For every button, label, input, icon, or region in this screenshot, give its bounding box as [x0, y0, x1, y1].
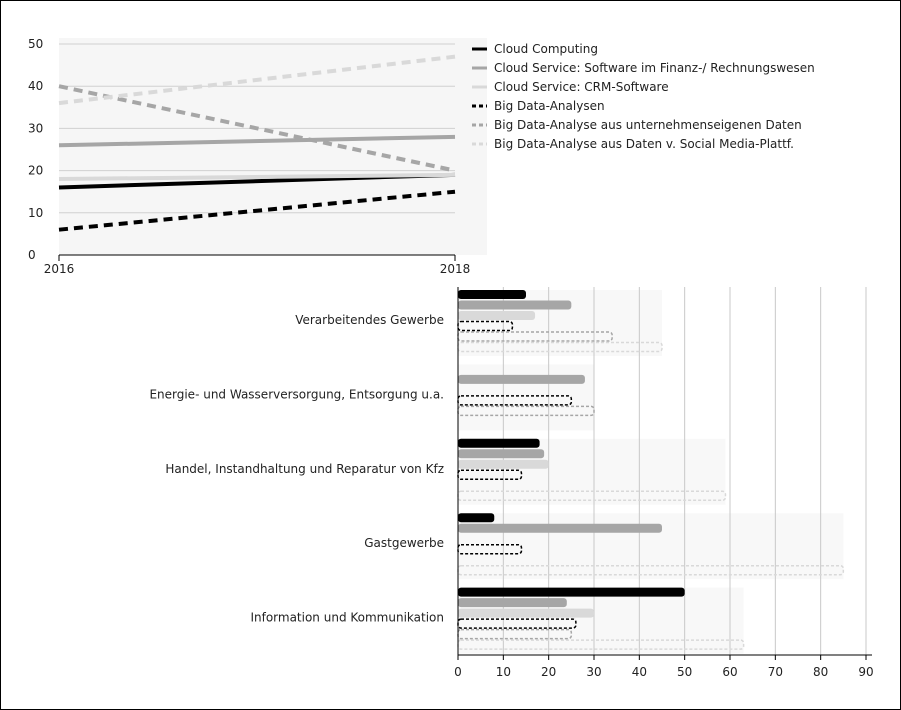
bar-category-label: Gastgewerbe [364, 536, 444, 550]
category-background [458, 587, 744, 654]
line-y-tick-label: 30 [28, 121, 43, 135]
bar-3-1 [458, 311, 536, 320]
bar-chart: Verarbeitendes Gewerbe Energie- und Wasse… [149, 287, 874, 679]
bar-x-tick-label: 90 [858, 665, 873, 679]
bar-2-2 [458, 374, 585, 384]
bar-1-5 [458, 587, 685, 597]
legend-label: Cloud Computing [494, 42, 598, 56]
legend-label: Cloud Service: Software im Finanz-/ Rech… [494, 61, 815, 75]
bar-category-label: Information und Kommunikation [250, 611, 444, 625]
bar-x-tick-label: 30 [586, 665, 601, 679]
legend-label: Big Data-Analyse aus unternehmenseigenen… [494, 118, 802, 132]
bar-category-label: Handel, Instandhaltung und Reparatur von… [165, 462, 444, 476]
bar-x-tick-label: 20 [541, 665, 556, 679]
bar-x-tick-label: 10 [496, 665, 511, 679]
bar-x-tick-label: 80 [813, 665, 828, 679]
bar-1-4 [458, 513, 495, 523]
legend-label: Big Data-Analysen [494, 99, 605, 113]
line-series-4 [58, 189, 456, 232]
bar-2-5 [458, 598, 567, 608]
bar-category-label: Energie- und Wasserversorgung, Entsorgun… [149, 387, 444, 401]
bar-2-1 [458, 300, 572, 310]
line-y-tick-label: 20 [28, 164, 43, 178]
line-y-tick-label: 10 [28, 206, 43, 220]
bar-x-tick-label: 40 [632, 665, 647, 679]
bar-3-3 [458, 459, 549, 469]
line-series-6 [58, 54, 456, 106]
line-y-tick-label: 40 [28, 79, 43, 93]
bar-x-tick-label: 50 [677, 665, 692, 679]
line-series-3 [58, 172, 456, 182]
bar-x-tick-label: 60 [722, 665, 737, 679]
line-y-tick-label: 0 [28, 248, 36, 262]
legend-label: Cloud Service: CRM-Software [494, 80, 669, 94]
bar-x-tick-label: 70 [768, 665, 783, 679]
line-x-tick-label: 2016 [44, 262, 75, 276]
line-y-tick-label: 50 [28, 37, 43, 51]
category-background [458, 438, 726, 505]
bar-x-tick-label: 0 [454, 665, 462, 679]
category-background [458, 364, 594, 431]
bar-3-5 [458, 608, 594, 618]
bar-category-label: Verarbeitendes Gewerbe [295, 313, 444, 327]
bar-2-3 [458, 449, 545, 459]
line-x-tick-label: 2018 [440, 262, 471, 276]
line-series-2 [58, 134, 456, 148]
line-plot-area [59, 38, 487, 255]
bar-1-1 [458, 290, 526, 299]
legend-label: Big Data-Analyse aus Daten v. Social Med… [494, 137, 794, 151]
legend: Cloud Computing Cloud Service: Software i… [472, 42, 815, 151]
category-background [458, 290, 662, 356]
line-chart: 0 10 20 30 40 50 2016 2018 [28, 37, 487, 276]
bar-5-2 [457, 405, 595, 417]
bar-2-4 [458, 523, 662, 533]
line-series-5 [58, 84, 456, 173]
category-background [458, 513, 844, 580]
bar-1-3 [458, 438, 540, 448]
